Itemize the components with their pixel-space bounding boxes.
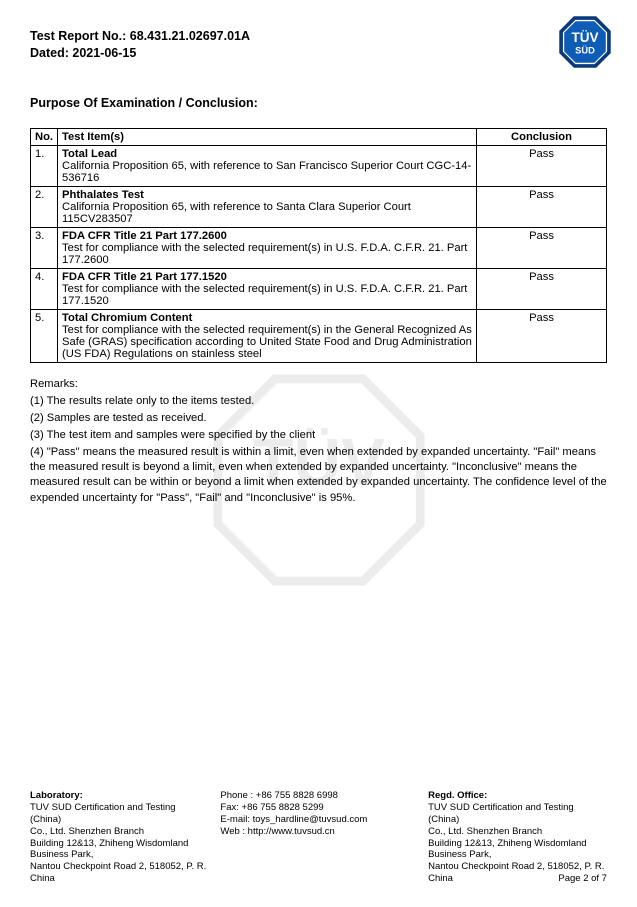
page: TÜV SÜD Test Report No.: 68.431.21.02697…	[0, 0, 637, 907]
footer-line: Co., Ltd. Shenzhen Branch	[30, 826, 209, 838]
col-no: No.	[31, 128, 58, 145]
section-title: Purpose Of Examination / Conclusion:	[30, 96, 607, 110]
tuv-logo: TÜV SÜD	[559, 16, 611, 68]
footer-line: China	[30, 873, 209, 885]
cell-item: Phthalates Test California Proposition 6…	[58, 186, 477, 227]
footer-middle: Phone : +86 755 8828 6998 Fax: +86 755 8…	[220, 790, 416, 885]
table-row: 2. Phthalates Test California Propositio…	[31, 186, 607, 227]
logo-text-bottom: SÜD	[575, 45, 595, 55]
test-items-table: No. Test Item(s) Conclusion 1. Total Lea…	[30, 128, 607, 363]
footer-right: Regd. Office: TUV SUD Certification and …	[428, 790, 607, 885]
footer-line: China	[428, 873, 453, 885]
footer-line: Nantou Checkpoint Road 2, 518052, P. R.	[428, 861, 607, 873]
cell-conclusion: Pass	[477, 145, 607, 186]
table-header-row: No. Test Item(s) Conclusion	[31, 128, 607, 145]
item-title: Total Chromium Content	[62, 312, 192, 324]
footer-left-title: Laboratory:	[30, 790, 209, 802]
page-number: Page 2 of 7	[558, 873, 607, 885]
item-desc: Test for compliance with the selected re…	[62, 242, 467, 266]
footer-right-title: Regd. Office:	[428, 790, 607, 802]
item-desc: California Proposition 65, with referenc…	[62, 160, 471, 184]
report-number: Test Report No.: 68.431.21.02697.01A	[30, 28, 607, 45]
item-title: Total Lead	[62, 148, 117, 160]
col-item: Test Item(s)	[58, 128, 477, 145]
cell-no: 5.	[31, 309, 58, 362]
cell-conclusion: Pass	[477, 186, 607, 227]
footer-line: TUV SUD Certification and Testing (China…	[428, 802, 607, 826]
footer-line: E-mail: toys_hardline@tuvsud.com	[220, 814, 416, 826]
table-row: 3. FDA CFR Title 21 Part 177.2600 Test f…	[31, 227, 607, 268]
footer-line: Phone : +86 755 8828 6998	[220, 790, 416, 802]
footer-line: Business Park,	[30, 849, 209, 861]
footer-line: Co., Ltd. Shenzhen Branch	[428, 826, 607, 838]
table-row: 1. Total Lead California Proposition 65,…	[31, 145, 607, 186]
remark-line: (4) "Pass" means the measured result is …	[30, 445, 607, 505]
table-row: 4. FDA CFR Title 21 Part 177.1520 Test f…	[31, 268, 607, 309]
remark-line: (2) Samples are tested as received.	[30, 411, 607, 426]
item-desc: California Proposition 65, with referenc…	[62, 201, 411, 225]
table-row: 5. Total Chromium Content Test for compl…	[31, 309, 607, 362]
remark-line: (1) The results relate only to the items…	[30, 394, 607, 409]
footer-line: Fax: +86 755 8828 5299	[220, 802, 416, 814]
item-desc: Test for compliance with the selected re…	[62, 324, 472, 360]
col-conclusion: Conclusion	[477, 128, 607, 145]
cell-conclusion: Pass	[477, 309, 607, 362]
cell-no: 3.	[31, 227, 58, 268]
footer-line: Building 12&13, Zhiheng Wisdomland	[428, 838, 607, 850]
cell-item: FDA CFR Title 21 Part 177.1520 Test for …	[58, 268, 477, 309]
logo-text-top: TÜV	[571, 30, 598, 45]
footer-line: Nantou Checkpoint Road 2, 518052, P. R.	[30, 861, 209, 873]
footer-line: TUV SUD Certification and Testing (China…	[30, 802, 209, 826]
footer-line: Building 12&13, Zhiheng Wisdomland	[30, 838, 209, 850]
cell-no: 4.	[31, 268, 58, 309]
cell-conclusion: Pass	[477, 268, 607, 309]
footer-left: Laboratory: TUV SUD Certification and Te…	[30, 790, 209, 885]
remarks: Remarks: (1) The results relate only to …	[30, 377, 607, 506]
cell-item: Total Chromium Content Test for complian…	[58, 309, 477, 362]
remarks-heading: Remarks:	[30, 377, 607, 392]
cell-no: 1.	[31, 145, 58, 186]
footer-line: Web : http://www.tuvsud.cn	[220, 826, 416, 838]
cell-no: 2.	[31, 186, 58, 227]
item-title: Phthalates Test	[62, 189, 144, 201]
cell-item: FDA CFR Title 21 Part 177.2600 Test for …	[58, 227, 477, 268]
footer-line: Business Park,	[428, 849, 607, 861]
report-date: Dated: 2021-06-15	[30, 45, 607, 62]
item-title: FDA CFR Title 21 Part 177.2600	[62, 230, 227, 242]
item-title: FDA CFR Title 21 Part 177.1520	[62, 271, 227, 283]
footer: Laboratory: TUV SUD Certification and Te…	[30, 790, 607, 885]
remark-line: (3) The test item and samples were speci…	[30, 428, 607, 443]
item-desc: Test for compliance with the selected re…	[62, 283, 467, 307]
cell-item: Total Lead California Proposition 65, wi…	[58, 145, 477, 186]
cell-conclusion: Pass	[477, 227, 607, 268]
